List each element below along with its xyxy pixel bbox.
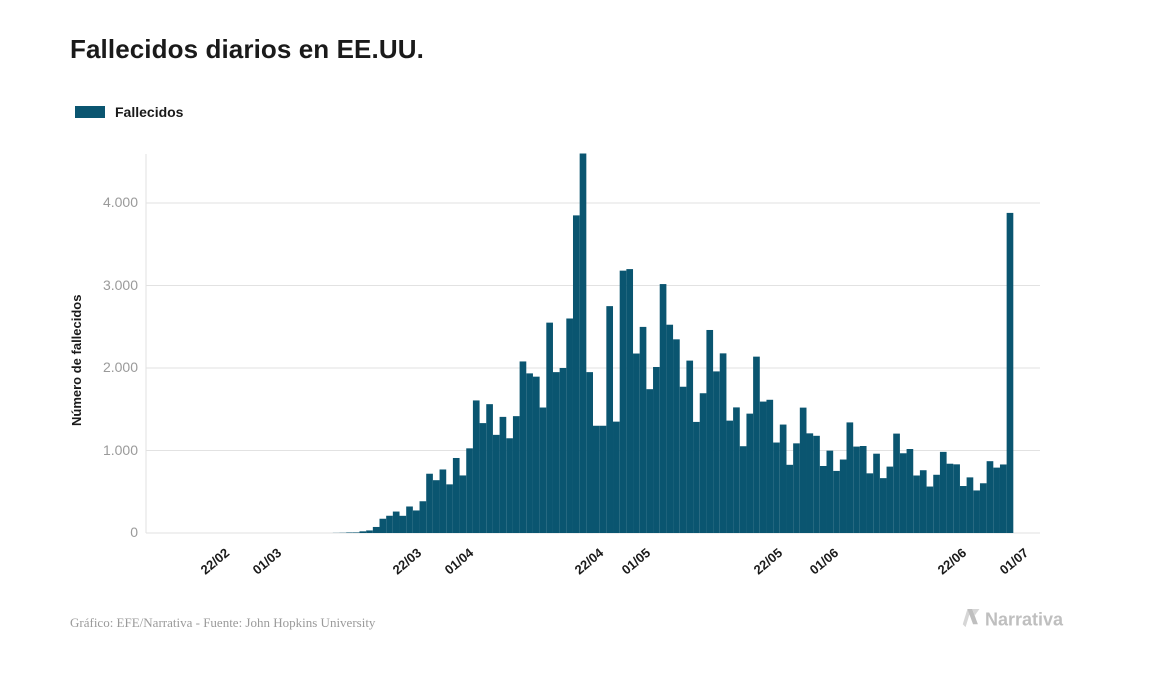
svg-text:Narrativa: Narrativa (985, 610, 1064, 630)
